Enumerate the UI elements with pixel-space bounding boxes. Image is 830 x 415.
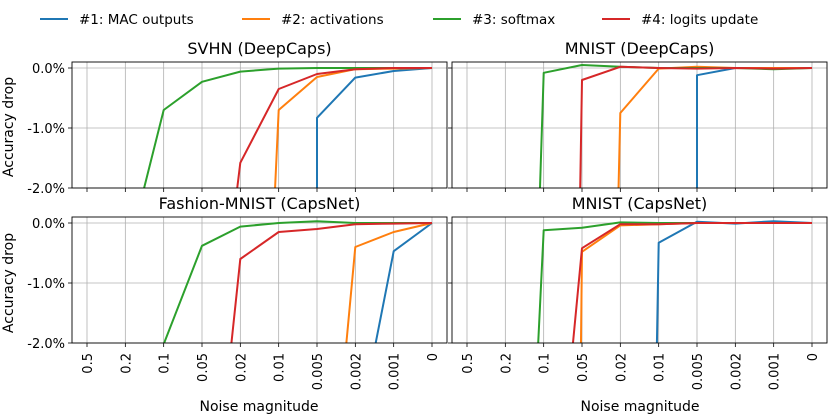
y-tick-label: -2.0% [27,337,65,352]
panel-4: 0.5 0.2 0.1 0.05 0.02 0.01 0.005 0.002 0.001 0 MNI… [448,194,828,390]
series-line-1 [655,220,813,343]
x-tick-label: 0.05 [196,353,211,382]
plot-frame [71,216,448,344]
x-tick-label: 0 [806,353,821,361]
series-line-4 [571,222,812,343]
series-line-4 [230,222,433,343]
y-axis-label-bottom: Accuracy drop [1,233,17,333]
x-tick-label: 0.01 [273,353,288,382]
y-tick-label: 0.0% [32,62,65,77]
series-group [537,220,813,343]
x-tick-label: 0.001 [768,353,783,390]
panel-title: SVHN (DeepCaps) [187,39,331,58]
series-line-1 [696,67,812,188]
panel-3: 0.5 0.2 0.1 0.05 0.02 0.01 0.005 0.002 0.001 0 0.0… [27,194,448,390]
x-tick-label: 0.01 [653,353,668,382]
x-tick-label: 0.005 [311,353,326,390]
panel-2: MNIST (DeepCaps) [448,39,828,192]
x-tick-label: 0.1 [158,353,173,374]
x-tick-label: 0.02 [614,353,629,382]
legend-label-3: #3: softmax [472,12,555,28]
plot-frame [451,216,828,344]
legend-label-2: #2: activations [281,12,384,28]
y-tick-label: -1.0% [27,122,65,137]
series-line-4 [579,65,813,188]
x-tick-label: 0.05 [576,353,591,382]
series-line-3 [143,67,432,188]
x-tick-label: 0.002 [349,353,364,390]
x-axis-label-left: Noise magnitude [199,399,318,415]
x-tick-label: 0.002 [729,353,744,390]
series-line-2 [579,222,812,343]
chart-panels: 0.0% -1.0% -2.0% SVHN (DeepCaps) MNIST (Deep… [27,39,828,390]
y-tick-label: -1.0% [27,277,65,292]
y-tick-label: 0.0% [32,217,65,232]
y-tick-label: -2.0% [27,182,65,197]
x-tick-label: 0.001 [388,353,403,390]
y-axis-label-top: Accuracy drop [1,77,17,177]
x-tick-label: 0.5 [461,353,476,374]
x-tick-label: 0.1 [538,353,553,374]
x-tick-label: 0.2 [499,353,514,374]
x-axis-label-right: Noise magnitude [580,399,699,415]
plot-frame [451,61,828,189]
series-group [163,220,433,343]
x-tick-label: 0.02 [234,353,249,382]
series-line-1 [374,222,433,343]
series-line-1 [316,67,433,188]
series-line-4 [236,67,432,188]
series-line-2 [345,222,433,343]
series-line-2 [274,67,433,188]
x-tick-label: 0.5 [81,353,96,374]
series-group [143,67,433,188]
panel-title: MNIST (DeepCaps) [565,39,715,58]
x-tick-label: 0.2 [119,353,134,374]
x-tick-label: 0.005 [691,353,706,390]
panel-title: MNIST (CapsNet) [572,194,708,213]
plot-frame [71,61,448,189]
legend-label-1: #1: MAC outputs [79,12,194,28]
panel-1: 0.0% -1.0% -2.0% SVHN (DeepCaps) [27,39,448,197]
panel-title: Fashion-MNIST (CapsNet) [159,194,361,213]
legend: #1: MAC outputs #2: activations #3: softma… [40,12,758,28]
series-line-2 [617,65,812,188]
legend-label-4: #4: logits update [641,12,758,28]
x-tick-label: 0 [426,353,441,361]
series-group [538,64,813,188]
